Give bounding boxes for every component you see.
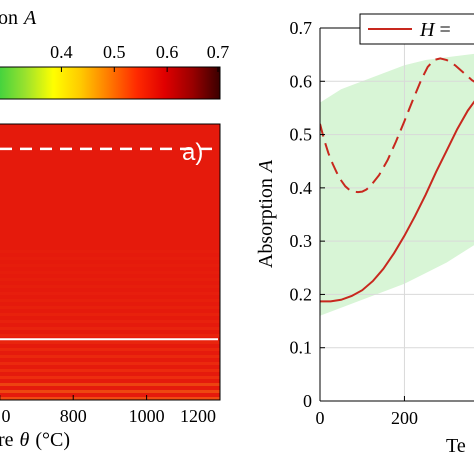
x-ticks: 020040 <box>316 396 418 428</box>
heatmap-fringe <box>0 348 220 351</box>
heatmap-fringe <box>0 250 220 253</box>
heatmap-fringe <box>0 292 220 295</box>
y-tick-label: 0.2 <box>290 284 313 304</box>
heatmap-fringe <box>0 313 220 316</box>
confidence-band <box>320 53 474 316</box>
x-tick-label: 200 <box>391 408 418 428</box>
y-tick-label: 0.5 <box>290 125 313 145</box>
heatmap-x-label: re θ (°C) <box>0 429 70 451</box>
colorbar-tick-label: 0.7 <box>207 42 230 62</box>
legend: H = <box>359 13 474 45</box>
y-axis-label: AbsorptionA <box>255 159 277 268</box>
heatmap-fringe <box>0 285 220 288</box>
colorbar-bar <box>0 66 221 100</box>
heatmap-x-tick-label: 800 <box>60 406 87 426</box>
y-tick-label: 0.7 <box>290 18 313 38</box>
heatmap-background <box>0 124 220 400</box>
heatmap-fringe <box>0 271 220 274</box>
heatmap-x-ticks: 0 800 1000 1200 <box>0 395 221 426</box>
colorbar-tick-labels: 0.4 0.5 0.6 0.7 <box>50 42 229 62</box>
series-solid-line <box>320 100 474 303</box>
heatmap-x-tick-label: 0 <box>2 406 11 426</box>
heatmap-fringe <box>0 369 220 372</box>
y-tick-label: 0.6 <box>290 71 313 91</box>
heatmap-fringe <box>0 320 220 323</box>
colorbar: on A 0.4 0.5 0.6 0.7 <box>0 7 229 100</box>
colorbar-ticks <box>60 67 219 72</box>
heatmap-fringe <box>0 299 220 302</box>
line-chart-panel: 00.10.20.30.40.50.60.7 020040 Absorption… <box>255 13 474 457</box>
heatmap-x-tick-label: 1000 <box>129 406 165 426</box>
heatmap-fringe <box>0 383 220 386</box>
heatmap-fringe <box>0 334 220 337</box>
heatmap-fringe <box>0 376 220 379</box>
heatmap-fringe <box>0 278 220 281</box>
colorbar-tick-label: 0.4 <box>50 42 73 62</box>
panel-label-a: a) <box>182 139 203 166</box>
y-tick-label: 0.3 <box>290 231 313 251</box>
colorbar-tick-label: 0.5 <box>103 42 126 62</box>
y-tick-label: 0.1 <box>290 338 313 358</box>
heatmap-fringe <box>0 341 220 344</box>
heatmap-fringe <box>0 327 220 330</box>
legend-entry: H = <box>419 19 451 41</box>
y-ticks: 0 0.1 0.2 0.3 0.4 0.5 0.6 0.7 <box>290 18 325 411</box>
heatmap-x-tick-label: 1200 <box>180 406 216 426</box>
heatmap-fringe <box>0 257 220 260</box>
heatmap-fringe <box>0 390 220 393</box>
x-axis-label: Te <box>446 435 466 457</box>
heatmap-fringe <box>0 264 220 267</box>
heatmap-fringe <box>0 362 220 365</box>
x-tick-label: 0 <box>316 408 325 428</box>
y-tick-label: 0 <box>303 391 312 411</box>
colorbar-label: on A <box>0 7 37 29</box>
y-tick-label: 0.4 <box>290 178 313 198</box>
heatmap-frame <box>0 123 221 401</box>
heatmap-fringe <box>0 397 220 400</box>
heatmap-panel: a) 0 800 1000 1200 re θ (°C) <box>0 123 221 451</box>
heatmap-fringes <box>0 250 220 400</box>
grid-lines <box>320 28 474 401</box>
colorbar-tick-label: 0.6 <box>156 42 179 62</box>
heatmap-fringe <box>0 355 220 358</box>
heatmap-fringe <box>0 306 220 309</box>
